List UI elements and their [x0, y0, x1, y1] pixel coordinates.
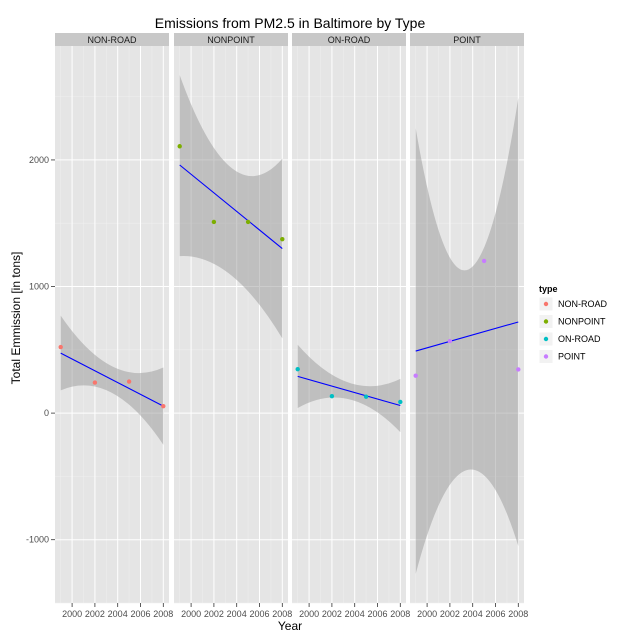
data-point: [161, 403, 166, 409]
data-point: [447, 338, 453, 344]
x-tick-label: 2008: [508, 609, 528, 619]
x-tick-label: 2000: [299, 609, 319, 619]
facet-strip-label: NON-ROAD: [88, 35, 137, 45]
y-tick-label: 2000: [29, 155, 49, 165]
x-tick-label: 2004: [345, 609, 365, 619]
data-point: [516, 367, 521, 372]
data-point: [363, 394, 369, 399]
legend-title: type: [539, 284, 558, 294]
x-tick-label: 2002: [440, 609, 460, 619]
data-point: [245, 219, 251, 225]
legend-label: ON-ROAD: [558, 334, 601, 344]
x-tick-label: 2006: [249, 609, 269, 619]
legend-swatch: [543, 354, 549, 359]
panel-background: [55, 46, 169, 603]
facet-strip: [292, 33, 406, 46]
x-tick-label: 2002: [204, 609, 224, 619]
regression-line: [415, 321, 519, 352]
legend-swatch: [543, 336, 549, 342]
facet-panel-point: POINT 2000 2002 2004 2006 2008: [410, 33, 528, 619]
legend-label: NON-ROAD: [558, 299, 607, 309]
legend: type NON-ROAD NONPOINT ON-ROAD POINT: [538, 284, 607, 364]
x-tick-label: 2002: [85, 609, 105, 619]
x-tick-label: 2000: [417, 609, 437, 619]
data-point: [398, 399, 403, 405]
facet-strip-label: POINT: [453, 35, 481, 45]
x-tick-label: 2004: [108, 609, 128, 619]
data-point: [413, 373, 418, 378]
data-point: [329, 393, 335, 399]
data-point: [126, 379, 132, 384]
confidence-band: [297, 344, 401, 433]
regression-line: [297, 375, 401, 407]
regression-line: [60, 352, 164, 407]
panel-background: [292, 46, 406, 603]
legend-label: NONPOINT: [558, 317, 606, 327]
y-axis-title: Total Emmission [in tons]: [9, 252, 23, 385]
chart-title: Emissions from PM2.5 in Baltimore by Typ…: [155, 15, 426, 31]
x-tick-label: 2002: [322, 609, 342, 619]
facet-panel-non-road: NON-ROAD 2000 2002 2004 2006 2008: [55, 33, 173, 619]
facet-strip: [55, 33, 169, 46]
facet-panel-on-road: ON-ROAD 2000 2002 2004 2006 2008: [292, 33, 410, 619]
facet-strip: [174, 33, 288, 46]
legend-label: POINT: [558, 352, 586, 362]
regression-line: [179, 164, 283, 249]
x-tick-label: 2006: [367, 609, 387, 619]
x-tick-label: 2008: [153, 609, 173, 619]
x-axis-title: Year: [278, 619, 302, 633]
y-tick-label: 1000: [29, 282, 49, 292]
y-axis: -1000 0 1000 2000: [26, 155, 55, 545]
x-tick-label: 2008: [390, 609, 410, 619]
legend-swatch: [543, 319, 549, 324]
y-tick-label: 0: [44, 408, 49, 418]
facet-strip-label: NONPOINT: [207, 35, 255, 45]
data-point: [211, 219, 217, 225]
y-tick-label: -1000: [26, 535, 49, 545]
x-tick-label: 2004: [227, 609, 247, 619]
data-point: [280, 236, 285, 242]
x-tick-label: 2006: [485, 609, 505, 619]
data-point: [92, 380, 98, 385]
facet-panel-nonpoint: NONPOINT 2000 2002 2004 2006 2008: [174, 33, 292, 619]
x-tick-label: 2000: [62, 609, 82, 619]
data-point: [58, 344, 63, 350]
confidence-band: [415, 97, 519, 574]
data-point: [177, 144, 182, 149]
x-tick-label: 2006: [130, 609, 150, 619]
legend-swatch: [543, 301, 549, 307]
x-tick-label: 2004: [463, 609, 483, 619]
x-tick-label: 2000: [181, 609, 201, 619]
data-point: [481, 258, 487, 264]
data-point: [295, 366, 300, 372]
facet-strip: [410, 33, 524, 46]
x-tick-label: 2008: [272, 609, 292, 619]
facet-strip-label: ON-ROAD: [328, 35, 371, 45]
